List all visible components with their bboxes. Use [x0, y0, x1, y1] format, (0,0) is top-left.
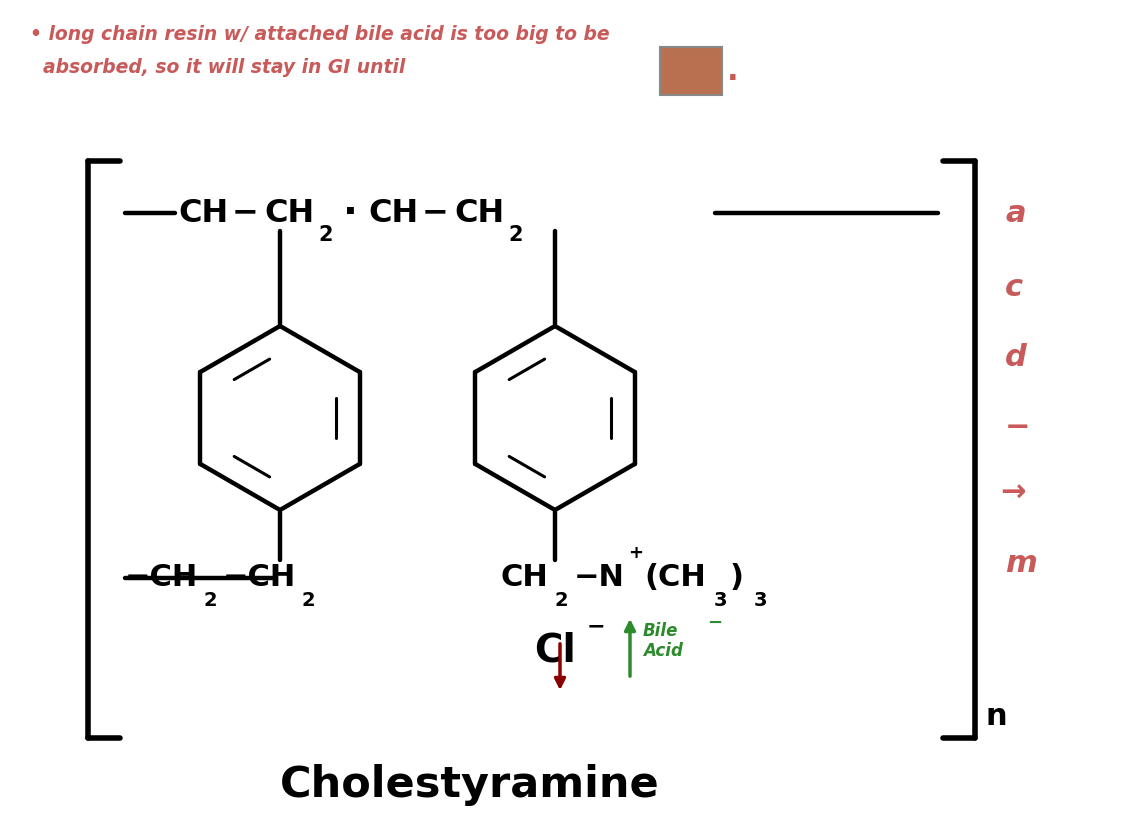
Text: 2: 2 [508, 225, 522, 245]
Text: −: − [422, 198, 449, 229]
Text: absorbed, so it will stay in GI until: absorbed, so it will stay in GI until [30, 58, 405, 77]
Text: →: → [1000, 478, 1026, 508]
Text: CH: CH [500, 564, 548, 593]
Text: • long chain resin w/ attached bile acid is too big to be: • long chain resin w/ attached bile acid… [30, 25, 610, 44]
Text: 3: 3 [714, 590, 728, 610]
Text: Cholestyramine: Cholestyramine [280, 764, 660, 806]
Text: ·: · [343, 194, 358, 232]
Text: (CH: (CH [644, 564, 705, 593]
Text: 2: 2 [302, 590, 315, 610]
Text: a: a [1005, 198, 1026, 227]
Text: +: + [628, 544, 644, 562]
Text: m: m [1005, 548, 1037, 578]
FancyBboxPatch shape [660, 47, 722, 95]
Text: d: d [1005, 343, 1027, 373]
Text: Bile
Acid: Bile Acid [644, 621, 683, 660]
Text: 2: 2 [554, 590, 568, 610]
Text: CH: CH [368, 198, 418, 229]
Text: Cl: Cl [534, 632, 576, 670]
Text: ): ) [730, 564, 744, 593]
Text: 2: 2 [202, 590, 217, 610]
Text: −: − [1005, 413, 1030, 443]
Text: CH: CH [178, 198, 228, 229]
Text: −: − [706, 614, 722, 632]
Text: 2: 2 [318, 225, 333, 245]
Text: .: . [727, 57, 739, 86]
Text: 3: 3 [754, 590, 767, 610]
Text: −CH: −CH [223, 564, 296, 593]
Text: −CH: −CH [125, 564, 198, 593]
Text: −: − [232, 198, 259, 229]
Text: CH: CH [455, 198, 504, 229]
Text: CH: CH [264, 198, 314, 229]
Text: c: c [1005, 273, 1023, 303]
Text: n: n [986, 702, 1007, 731]
Text: −N: −N [574, 564, 624, 593]
Text: −: − [587, 616, 605, 636]
